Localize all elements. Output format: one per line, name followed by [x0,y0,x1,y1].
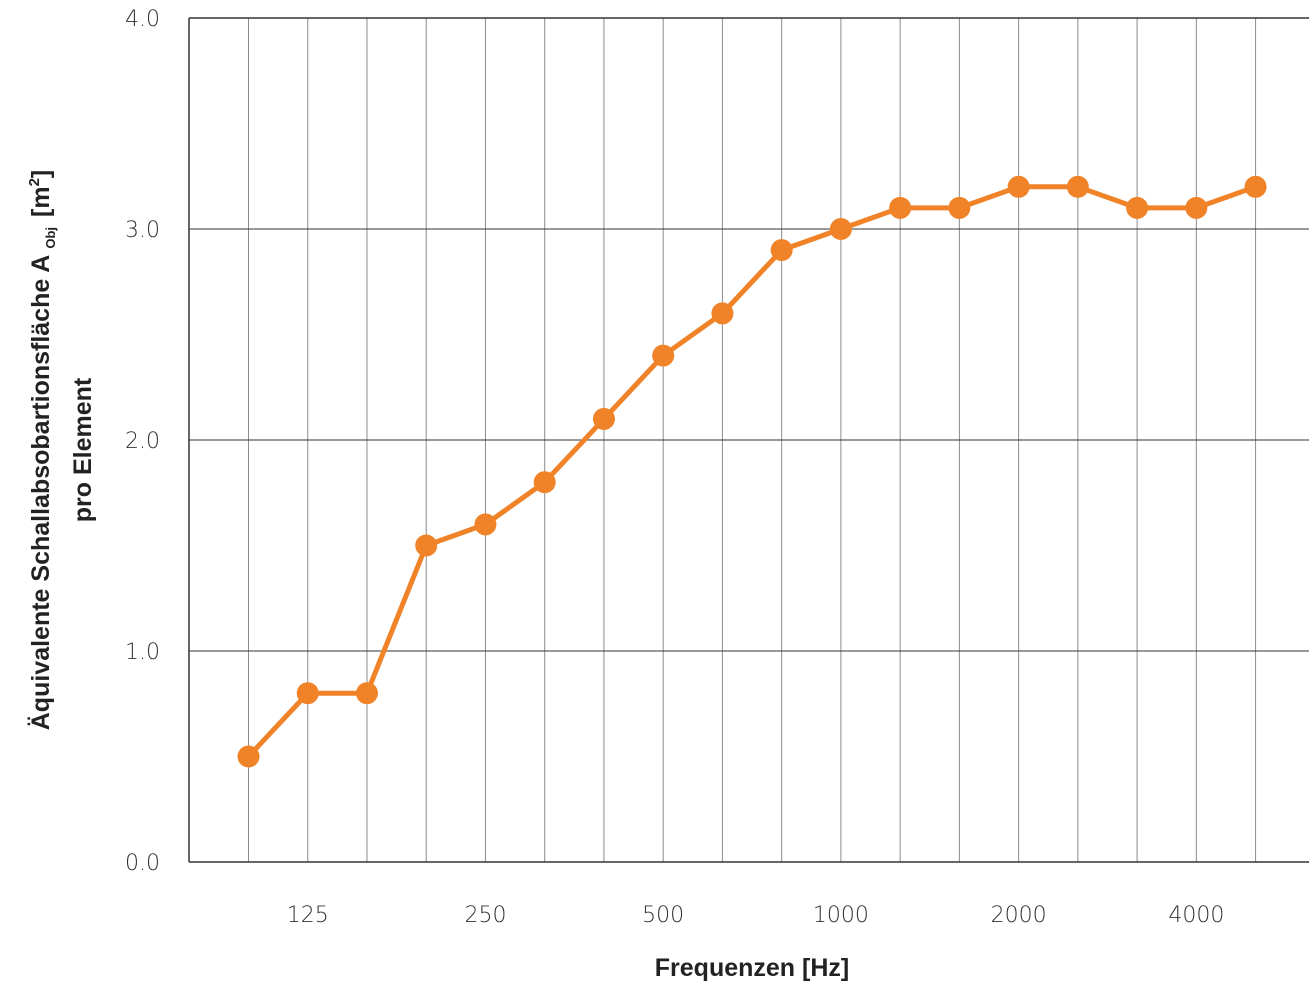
x-tick-label: 4000 [1168,903,1224,928]
data-point [1185,196,1208,219]
x-tick-label: 250 [464,903,506,928]
x-tick-label: 1000 [813,903,869,928]
y-tick-label: 0.0 [125,851,160,876]
y-tick-label: 4.0 [125,7,160,32]
data-point [829,218,852,240]
data-point [592,407,615,430]
data-point [1066,175,1089,198]
y-tick-label: 2.0 [125,429,160,454]
x-tick-label: 125 [287,903,329,928]
horizontal-gridlines [189,228,1309,652]
y-tick-labels: 0.0 1.0 2.0 3.0 4.0 [125,7,160,876]
data-point [889,196,912,219]
y-axis-title-line2: pro Element [69,377,97,522]
data-point [1126,196,1149,219]
data-point [711,302,734,325]
x-tick-label: 500 [642,903,684,928]
data-point [533,471,556,494]
x-axis-title: Frequenzen [Hz] [655,954,849,982]
data-points [237,175,1267,768]
data-point [474,513,497,536]
y-axis-title: Äquivalente Schallabsobartionsfläche AOb… [26,170,97,731]
data-point [415,534,438,557]
data-point [237,745,260,768]
data-point [1244,175,1267,198]
y-tick-label: 3.0 [125,218,160,243]
x-tick-labels: 125 250 500 1000 2000 4000 [287,903,1225,928]
data-point [948,196,971,219]
y-tick-label: 1.0 [125,640,160,665]
data-point [296,682,319,705]
y-axis-title-line1: Äquivalente Schallabsobartionsfläche AOb… [26,170,58,731]
data-point [652,344,675,367]
series-line [246,184,1259,759]
data-point [355,682,378,705]
data-point [770,239,793,262]
x-tick-label: 2000 [991,903,1047,928]
data-point [1007,175,1030,198]
